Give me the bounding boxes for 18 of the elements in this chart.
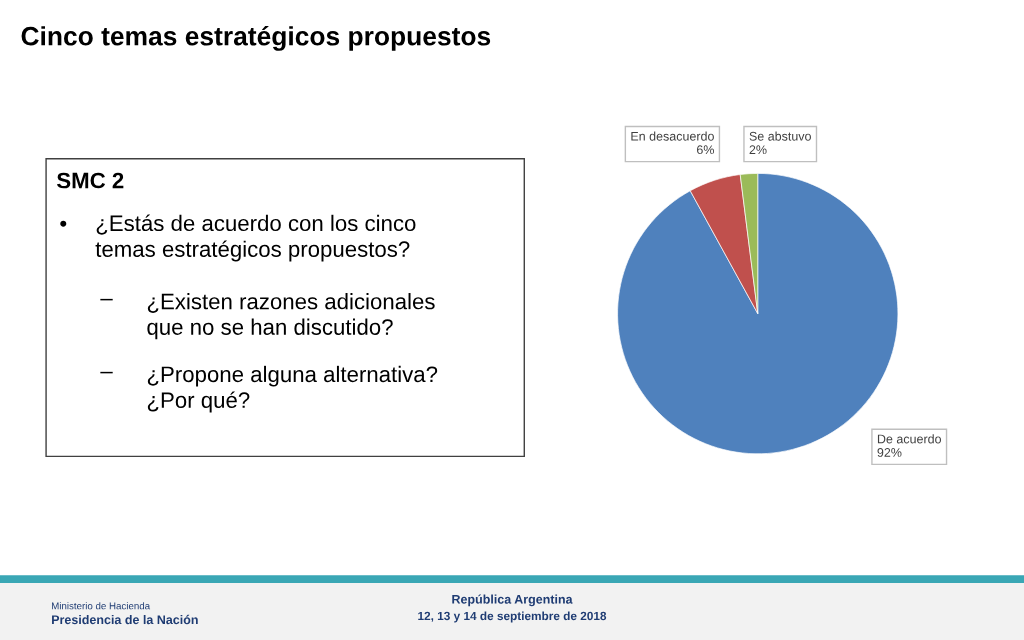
text: Ministerio de Hacienda — [52, 602, 151, 610]
text: República Argentina — [452, 594, 573, 607]
data-label: 2% — [749, 145, 767, 155]
text: • — [60, 220, 67, 227]
data-label: 6% — [697, 145, 714, 155]
text: – — [100, 371, 113, 374]
text: – — [100, 298, 113, 301]
text: Cinco temas estratégicos propuestos — [21, 25, 491, 51]
data-label: 92% — [877, 448, 902, 457]
text: ¿Estás de acuerdo con los cinco temas estratégicos propuestos? — [95, 214, 416, 262]
slice-label: En desacuerdo — [631, 131, 714, 141]
slice-label: Se abstuvo — [749, 131, 811, 141]
text: SMC 2 — [56, 172, 124, 189]
text: Presidencia de la Nación — [52, 614, 198, 625]
text: 12, 13 y 14 de septiembre de 2018 — [418, 611, 607, 623]
text: ¿Propone alguna alternativa? ¿Por qué? — [147, 365, 438, 413]
slice-label: De acuerdo — [877, 434, 942, 444]
text: ¿Existen razones adicionales que no se han discutido? — [147, 293, 435, 340]
